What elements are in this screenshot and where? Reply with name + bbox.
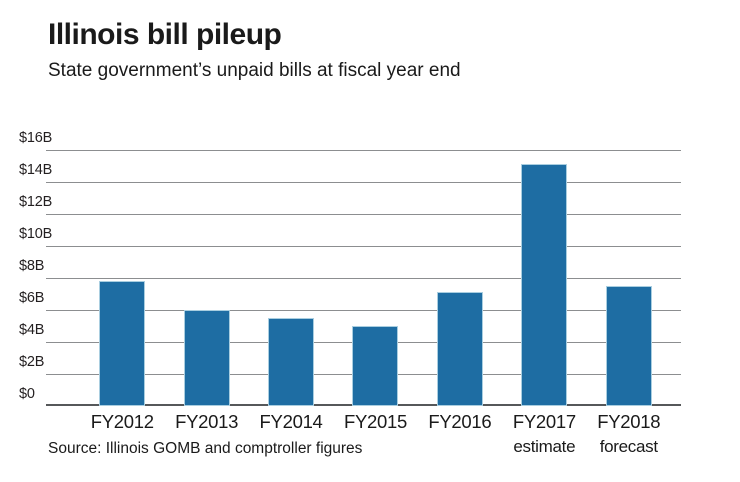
bar-fy2016: [436, 292, 483, 406]
x-sublabel-forecast: forecast: [599, 437, 658, 456]
bars-row: [46, 150, 681, 406]
plot-area: [46, 150, 681, 406]
gridline: [46, 310, 681, 311]
x-tick-label-fy2017: FY2017: [512, 411, 576, 432]
y-tick-label: $0: [19, 386, 35, 402]
bar-column-fy2012: [80, 150, 164, 406]
source-note: Source: Illinois GOMB and comptroller fi…: [48, 440, 363, 457]
bar-column-fy2017: [502, 150, 586, 406]
x-sublabel-empty: [418, 437, 502, 457]
gridline: [46, 150, 681, 151]
y-tick-label: $14B: [19, 162, 53, 178]
bar-fy2013: [183, 310, 230, 406]
bar-fy2012: [99, 281, 146, 406]
bar-column-fy2016: [418, 150, 502, 406]
bar-fy2014: [268, 318, 315, 406]
y-tick-label: $8B: [19, 258, 45, 274]
x-axis-sublabels: estimate forecast: [46, 437, 681, 457]
y-tick-label: $4B: [19, 322, 45, 338]
bar-column-fy2013: [164, 150, 248, 406]
bar-fy2015: [352, 326, 399, 406]
y-tick-label: $2B: [19, 354, 45, 370]
bar-fy2018: [605, 286, 652, 406]
x-tick-label-fy2015: FY2015: [343, 411, 407, 432]
x-sublabel-estimate: estimate: [513, 437, 576, 456]
x-tick-label-fy2012: FY2012: [90, 411, 154, 432]
x-axis-labels: FY2012 FY2013 FY2014 FY2015 FY2016 FY2017 FY20…: [46, 411, 681, 433]
chart-title: Illinois bill pileup: [48, 18, 282, 51]
y-tick-label: $6B: [19, 290, 45, 306]
chart-subtitle: State government’s unpaid bills at fisca…: [48, 60, 461, 81]
y-tick-label: $10B: [19, 226, 53, 242]
gridline: [46, 246, 681, 247]
gridline: [46, 182, 681, 183]
bar-column-fy2018: [587, 150, 671, 406]
gridline: [46, 278, 681, 279]
y-tick-label: $16B: [19, 130, 53, 146]
y-axis-labels: $16B $14B $12B $10B $8B $6B $4B $2B $0: [19, 131, 53, 406]
bar-fy2017: [521, 164, 568, 406]
y-tick-label: $12B: [19, 194, 53, 210]
x-tick-label-fy2014: FY2014: [259, 411, 323, 432]
bar-column-fy2015: [333, 150, 417, 406]
x-tick-label-fy2018: FY2018: [597, 411, 661, 432]
gridline: [46, 214, 681, 215]
x-tick-label-fy2013: FY2013: [175, 411, 239, 432]
bar-column-fy2014: [249, 150, 333, 406]
x-tick-label-fy2016: FY2016: [428, 411, 492, 432]
